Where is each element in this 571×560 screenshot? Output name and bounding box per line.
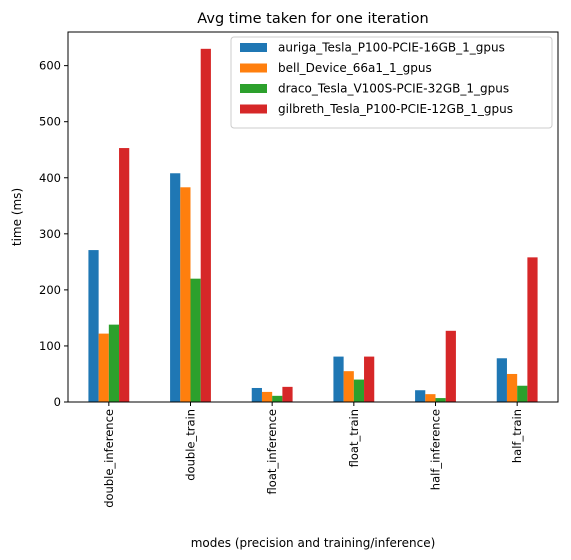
x-tick-label-float_train: float_train xyxy=(347,409,361,467)
bar-float_inference-series-4 xyxy=(282,386,293,402)
x-tick-label-double_train: double_train xyxy=(184,409,198,481)
bar-half_inference-series-2 xyxy=(425,394,436,402)
bar-half_train-series-1 xyxy=(496,358,507,402)
legend-swatch-4 xyxy=(240,104,267,114)
y-tick-label: 0 xyxy=(54,395,61,409)
x-axis-label: modes (precision and training/inference) xyxy=(191,536,436,550)
legend-label-1: auriga_Tesla_P100-PCIE-16GB_1_gpus xyxy=(278,41,505,55)
bar-half_inference-series-4 xyxy=(445,330,456,402)
legend-label-4: gilbreth_Tesla_P100-PCIE-12GB_1_gpus xyxy=(278,102,513,116)
bar-float_inference-series-2 xyxy=(261,391,273,402)
y-axis-label: time (ms) xyxy=(10,188,24,246)
bar-float_inference-series-3 xyxy=(272,395,283,402)
legend-label-2: bell_Device_66a1_1_gpus xyxy=(278,61,432,75)
y-tick-label: 600 xyxy=(39,59,61,73)
bar-double_inference-series-2 xyxy=(98,333,109,402)
bar-double_inference-series-1 xyxy=(88,250,99,402)
plot-frame xyxy=(67,31,559,403)
bar-float_train-series-1 xyxy=(333,356,344,402)
bar-half_train-series-4 xyxy=(527,257,538,402)
legend-frame xyxy=(230,36,553,129)
bar-half_inference-series-1 xyxy=(415,390,426,402)
bar-double_inference-series-4 xyxy=(119,148,130,402)
y-axis: 0 100 200 300 400 500 600 xyxy=(39,59,68,409)
legend-label-3: draco_Tesla_V100S-PCIE-32GB_1_gpus xyxy=(278,82,509,96)
bar-half_train-series-3 xyxy=(517,385,528,402)
bar-double_train-series-1 xyxy=(170,173,181,402)
y-tick-label: 500 xyxy=(39,115,61,129)
x-axis: double_inference double_train float_infere… xyxy=(102,402,524,508)
chart-title: Avg time taken for one iteration xyxy=(197,11,428,27)
bar-double_inference-series-3 xyxy=(108,324,120,402)
bar-double_train-series-2 xyxy=(180,187,191,402)
bar-double_train-series-3 xyxy=(190,278,201,402)
bar-half_train-series-2 xyxy=(506,373,518,402)
legend-swatch-2 xyxy=(240,63,267,73)
bar-float_inference-series-1 xyxy=(251,387,262,402)
y-tick-label: 300 xyxy=(39,227,61,241)
bars-layer xyxy=(88,48,538,402)
y-tick-label: 400 xyxy=(39,171,61,185)
bar-float_train-series-4 xyxy=(364,356,375,402)
legend-swatch-1 xyxy=(240,43,267,52)
bar-float_train-series-2 xyxy=(343,371,354,402)
y-tick-label: 100 xyxy=(39,339,61,353)
legend: auriga_Tesla_P100-PCIE-16GB_1_gpus bell_D… xyxy=(230,36,553,129)
legend-swatch-3 xyxy=(240,84,267,93)
x-tick-label-double_inference: double_inference xyxy=(102,409,116,508)
bar-double_train-series-4 xyxy=(200,48,211,402)
y-tick-label: 200 xyxy=(39,283,61,297)
x-tick-label-half_train: half_train xyxy=(510,409,524,463)
x-tick-label-half_inference: half_inference xyxy=(429,409,443,490)
x-tick-label-float_inference: float_inference xyxy=(265,409,279,494)
bar-float_train-series-3 xyxy=(353,379,365,402)
bar-half_inference-series-3 xyxy=(435,398,446,402)
